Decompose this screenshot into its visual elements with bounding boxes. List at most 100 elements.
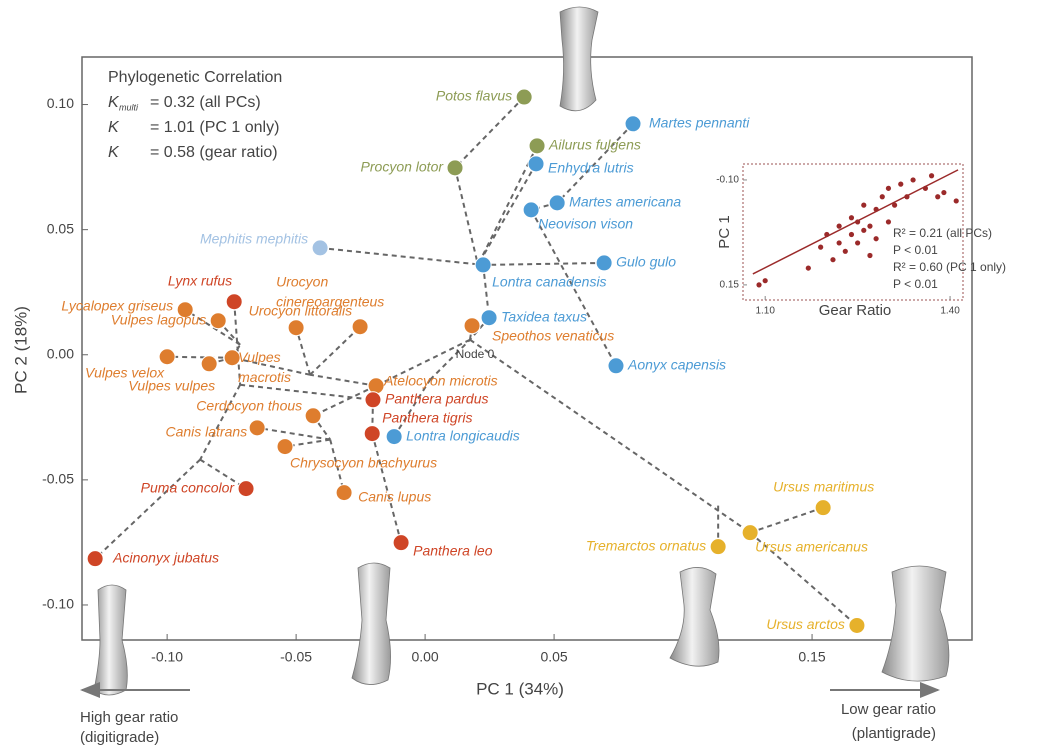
data-point — [223, 349, 241, 367]
tree-edge — [477, 145, 538, 266]
left-note: (digitigrade) — [80, 729, 159, 746]
data-point — [527, 155, 545, 173]
bone-image — [881, 565, 950, 682]
inset-point — [867, 252, 873, 259]
point-label: Panthera tigris — [382, 409, 472, 425]
tree-edge — [320, 246, 484, 266]
data-point — [548, 194, 566, 212]
inset-point — [873, 236, 879, 242]
x-tick-label: 0.15 — [798, 649, 825, 665]
inset-point — [836, 240, 842, 246]
y-tick-label: 0.05 — [47, 220, 74, 236]
point-label: Vulpes lagopus — [111, 311, 206, 327]
data-point — [367, 377, 385, 395]
inset-point — [824, 231, 830, 238]
data-point — [335, 484, 353, 502]
data-point — [200, 355, 218, 373]
point-label: Lycalopex griseus — [61, 297, 173, 313]
point-label: Enhydra lutris — [548, 160, 634, 176]
point-label: Lynx rufus — [168, 272, 232, 288]
data-point — [86, 550, 104, 568]
data-point — [624, 115, 642, 133]
inset-point — [873, 206, 879, 212]
x-tick-label: 0.05 — [540, 649, 567, 665]
stat-text: = 0.58 (gear ratio) — [150, 144, 278, 161]
inset-point — [861, 202, 867, 208]
stat-symbol: K — [108, 94, 120, 111]
inset-y-tick-label: -0.10 — [716, 175, 739, 186]
data-point — [248, 419, 266, 437]
data-point — [595, 254, 613, 272]
y-tick-label: -0.05 — [42, 471, 74, 487]
data-point — [225, 293, 243, 311]
stat-subscript: multi — [119, 102, 139, 112]
inset-x-title: Gear Ratio — [819, 302, 892, 319]
stat-symbol: K — [108, 119, 120, 136]
inset-annotation: P < 0.01 — [893, 243, 938, 257]
tree-edge — [454, 96, 525, 169]
data-point — [480, 309, 498, 327]
tree-edge — [257, 426, 331, 441]
point-label: Panthera pardus — [385, 390, 489, 406]
point-label: Ursus maritimus — [773, 478, 874, 494]
tree-edge — [312, 384, 377, 417]
inset: 1.10 1.40 -0.10 0.15 Gear Ratio PC 1 R² = 0.21… — [716, 163, 1006, 319]
data-point — [311, 239, 329, 257]
tree-edge — [371, 433, 403, 543]
data-point — [158, 348, 176, 366]
tree-edge — [199, 458, 247, 490]
inset-y-tick-label: 0.15 — [720, 280, 740, 291]
inset-point — [922, 185, 929, 191]
data-point — [515, 88, 533, 106]
data-point — [463, 317, 481, 335]
inset-point — [941, 189, 947, 196]
annotations: -0.10 -0.05 0.00 0.05 0.15 0.10 0.05 0.00 -0.05 -… — [11, 69, 936, 746]
right-note: Low gear ratio — [841, 701, 936, 718]
point-label: Atelocyon microtis — [383, 372, 498, 388]
point-label: Mephitis mephitis — [200, 231, 308, 247]
point-label: Ursus americanus — [755, 538, 868, 554]
inset-point — [830, 257, 836, 263]
point-label: Martes pennanti — [649, 115, 750, 131]
tree-edge — [233, 301, 242, 385]
inset-y-title: PC 1 — [716, 215, 733, 248]
point-label: Tremarctos ornatus — [586, 537, 706, 553]
data-point — [607, 357, 625, 375]
stat-text: = 0.32 (all PCs) — [150, 94, 261, 111]
points: Potos flavus Procyon lotor Ailurus fulgens… — [61, 88, 874, 634]
data-point — [522, 201, 540, 219]
stat-symbol: K — [108, 144, 120, 161]
inset-point — [885, 185, 892, 191]
data-point — [848, 616, 866, 634]
tree-edge — [329, 439, 346, 493]
bone-image — [669, 567, 720, 667]
inset-x-tick-label: 1.10 — [755, 306, 775, 317]
inset-point — [861, 227, 867, 233]
point-label: Gulo gulo — [616, 254, 676, 270]
tree-edge — [393, 379, 431, 438]
point-label: Ailurus fulgens — [548, 137, 641, 153]
data-point — [446, 159, 464, 177]
bone-image — [351, 562, 391, 685]
tree-edge — [454, 167, 479, 266]
tree-edge — [483, 261, 605, 266]
point-label: Lontra longicaudis — [406, 427, 520, 443]
inset-point — [848, 215, 855, 221]
point-label: Speothos venaticus — [492, 327, 614, 343]
inset-point — [867, 223, 873, 229]
inset-x-tick-label: 1.40 — [940, 306, 960, 317]
data-point — [276, 438, 294, 456]
x-tick-label: -0.05 — [280, 649, 312, 665]
inset-point — [855, 240, 861, 246]
tree-edge — [477, 163, 537, 266]
tree-edge — [530, 209, 617, 367]
point-label: Canis latrans — [165, 424, 247, 440]
data-point — [237, 480, 255, 498]
inset-point — [879, 194, 885, 200]
x-tick-label: -0.10 — [151, 649, 183, 665]
bone-image — [559, 6, 599, 112]
data-point — [363, 425, 381, 443]
x-tick-label: 0.00 — [411, 649, 438, 665]
right-note: (plantigrade) — [852, 725, 936, 742]
